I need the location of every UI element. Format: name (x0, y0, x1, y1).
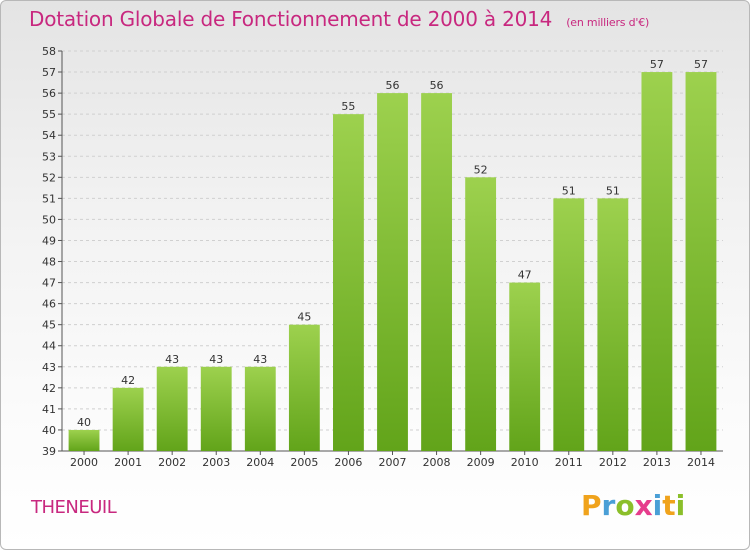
data-label: 51 (562, 184, 576, 197)
logo-letter: P (581, 489, 602, 522)
commune-name: THENEUIL (31, 497, 117, 518)
logo-letter: x (634, 489, 653, 522)
bar-2000 (68, 429, 100, 451)
data-label: 45 (297, 311, 311, 324)
bar-2007 (377, 93, 408, 452)
bar-2004 (244, 366, 276, 451)
bar-2005 (288, 324, 320, 451)
y-tick-label: 48 (42, 256, 56, 269)
bar-2012 (597, 198, 629, 451)
x-tick-label: 2013 (643, 456, 671, 469)
chart-title: Dotation Globale de Fonctionnement de 20… (29, 7, 649, 31)
x-tick-label: 2002 (158, 456, 186, 469)
data-label: 51 (606, 184, 620, 197)
x-tick-label: 2010 (511, 456, 539, 469)
x-tick-label: 2012 (599, 456, 627, 469)
y-tick-label: 53 (42, 150, 56, 163)
y-tick-label: 57 (42, 66, 56, 79)
y-tick-label: 58 (42, 45, 56, 58)
logo-letter: i (675, 489, 686, 522)
y-tick-label: 41 (42, 403, 56, 416)
chart-unit: (en milliers d'€) (566, 16, 650, 29)
logo-letter: i (652, 489, 663, 522)
data-label: 47 (518, 269, 532, 282)
proxiti-logo: Proxiti (581, 489, 685, 522)
data-label: 52 (474, 163, 488, 176)
x-tick-label: 2004 (246, 456, 274, 469)
y-tick-label: 44 (42, 340, 56, 353)
data-label: 57 (694, 58, 708, 71)
x-tick-label: 2006 (334, 456, 362, 469)
bar-2011 (553, 198, 585, 451)
y-tick-label: 56 (42, 87, 56, 100)
x-tick-label: 2001 (114, 456, 142, 469)
y-tick-label: 43 (42, 361, 56, 374)
x-tick-label: 2009 (467, 456, 495, 469)
data-label: 57 (650, 58, 664, 71)
y-tick-label: 40 (42, 424, 56, 437)
bar-2013 (641, 72, 673, 451)
bar-2009 (465, 177, 497, 451)
data-label: 55 (341, 100, 355, 113)
x-tick-label: 2000 (70, 456, 98, 469)
logo-letter: o (615, 489, 635, 522)
chart-title-text: Dotation Globale de Fonctionnement de 20… (29, 7, 553, 31)
x-tick-label: 2014 (687, 456, 715, 469)
x-tick-label: 2007 (379, 456, 407, 469)
y-tick-label: 42 (42, 382, 56, 395)
y-tick-label: 50 (42, 213, 56, 226)
x-tick-label: 2008 (423, 456, 451, 469)
y-tick-label: 55 (42, 108, 56, 121)
y-tick-label: 52 (42, 171, 56, 184)
y-tick-label: 46 (42, 298, 56, 311)
x-tick-label: 2011 (555, 456, 583, 469)
bar-2010 (509, 282, 541, 451)
data-label: 43 (165, 353, 179, 366)
data-label: 40 (77, 416, 91, 429)
y-tick-label: 47 (42, 277, 56, 290)
y-tick-label: 45 (42, 319, 56, 332)
bar-2008 (421, 93, 452, 452)
data-label: 42 (121, 374, 135, 387)
y-tick-label: 51 (42, 192, 56, 205)
bar-2003 (200, 366, 232, 451)
data-label: 43 (209, 353, 223, 366)
data-label: 43 (253, 353, 267, 366)
bar-2014 (685, 72, 717, 451)
y-tick-label: 39 (42, 445, 56, 458)
y-tick-label: 54 (42, 129, 56, 142)
bar-2001 (112, 387, 144, 451)
y-tick-label: 49 (42, 234, 56, 247)
x-tick-label: 2005 (290, 456, 318, 469)
bar-2006 (333, 114, 364, 451)
bar-2002 (156, 366, 188, 451)
logo-letter: t (662, 489, 676, 522)
data-label: 56 (430, 79, 444, 92)
logo-letter: r (601, 489, 616, 522)
data-label: 56 (386, 79, 400, 92)
x-tick-label: 2003 (202, 456, 230, 469)
bar-layer (68, 72, 717, 452)
label-layer: 40 42 43 43 43 45 55 56 56 52 47 51 51 57 57 (77, 58, 708, 429)
